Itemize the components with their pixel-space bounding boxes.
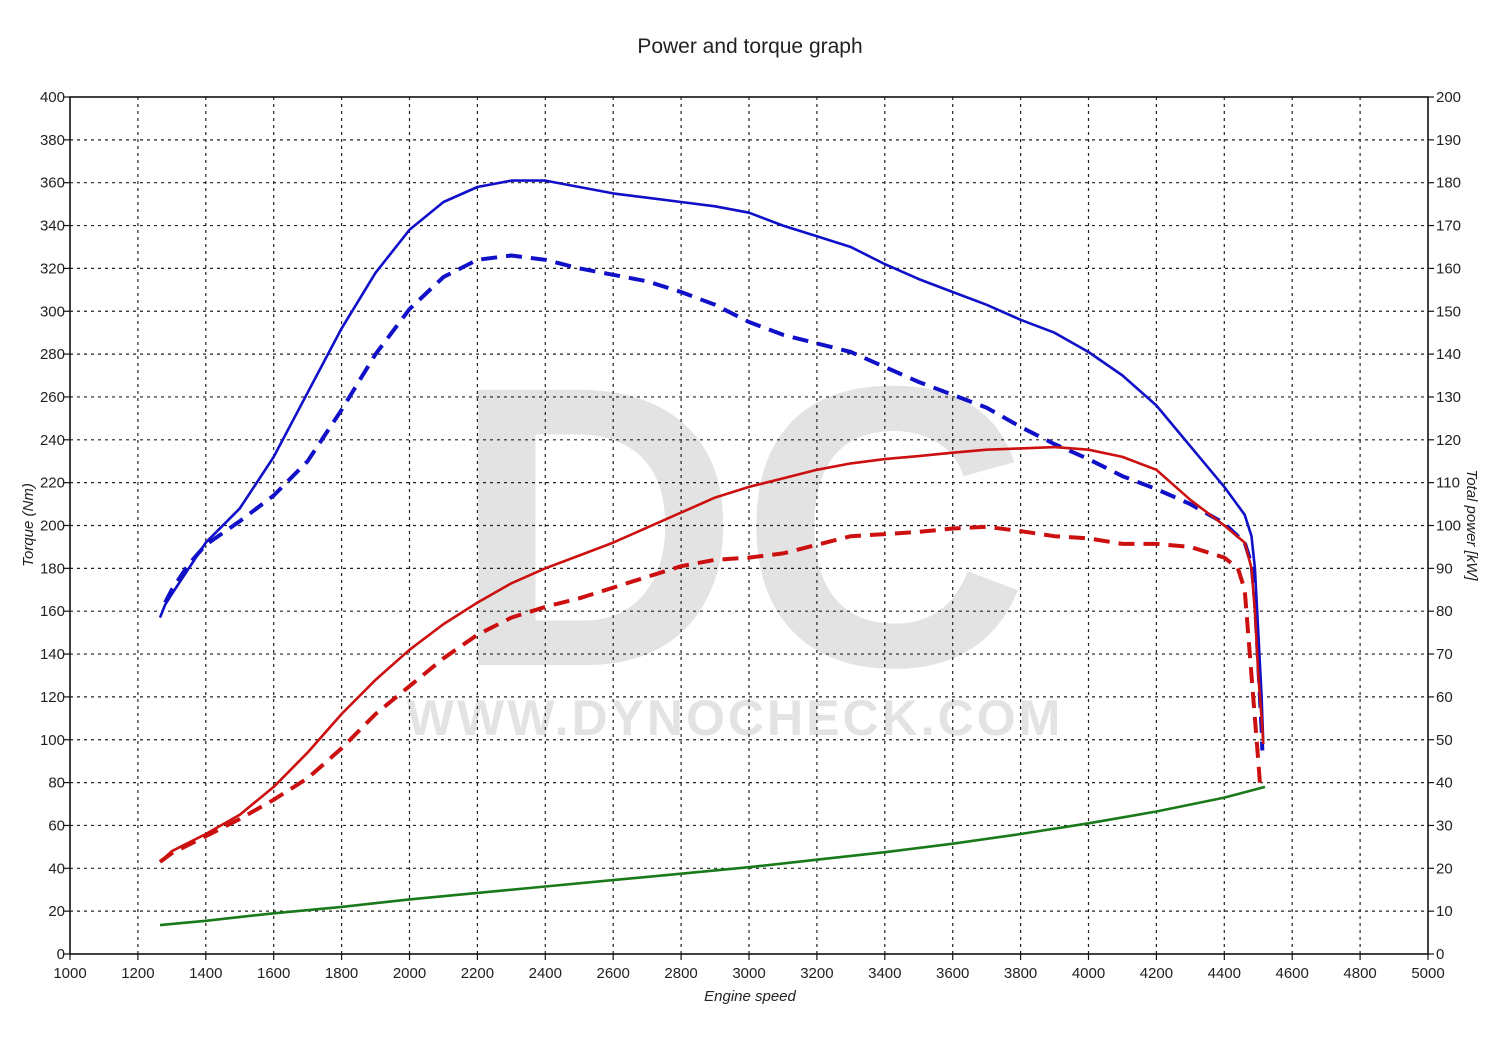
watermark-url: WWW.DYNOCHECK.COM bbox=[407, 690, 1064, 746]
x-tick-label: 5000 bbox=[1411, 965, 1444, 982]
y-left-tick-label: 180 bbox=[40, 560, 65, 577]
tick-labels: 1000 1200 1400 1600 1800 2000 2200 2400 2600 2800… bbox=[40, 89, 1461, 982]
x-tick-label: 2600 bbox=[597, 965, 630, 982]
reference-curve bbox=[159, 785, 1266, 927]
y-right-tick-label: 0 bbox=[1436, 946, 1444, 963]
y-right-tick-label: 200 bbox=[1436, 89, 1461, 106]
x-tick-label: 3400 bbox=[868, 965, 901, 982]
y-left-tick-label: 20 bbox=[48, 903, 65, 920]
y-right-tick-label: 180 bbox=[1436, 175, 1461, 192]
y-right-tick-label: 10 bbox=[1436, 903, 1453, 920]
y-left-tick-label: 400 bbox=[40, 89, 65, 106]
y-right-tick-label: 70 bbox=[1436, 646, 1453, 663]
torque-curve-tuned bbox=[158, 179, 1265, 745]
y-right-tick-label: 170 bbox=[1436, 218, 1461, 235]
y-right-tick-label: 120 bbox=[1436, 432, 1461, 449]
x-tick-label: 4200 bbox=[1140, 965, 1173, 982]
y-right-tick-label: 190 bbox=[1436, 132, 1461, 149]
y-left-tick-label: 160 bbox=[40, 603, 65, 620]
grid bbox=[70, 97, 1428, 954]
x-tick-label: 2400 bbox=[529, 965, 562, 982]
y-left-tick-label: 380 bbox=[40, 132, 65, 149]
y-right-tick-label: 140 bbox=[1436, 346, 1461, 363]
y-right-tick-label: 50 bbox=[1436, 732, 1453, 749]
y-left-tick-label: 280 bbox=[40, 346, 65, 363]
series-layer bbox=[158, 179, 1266, 927]
chart-title: Power and torque graph bbox=[637, 35, 862, 58]
y-left-tick-label: 320 bbox=[40, 260, 65, 277]
y-left-tick-label: 40 bbox=[48, 860, 65, 877]
y-right-tick-label: 80 bbox=[1436, 603, 1453, 620]
y-left-tick-label: 300 bbox=[40, 303, 65, 320]
y-right-tick-label: 40 bbox=[1436, 775, 1453, 792]
y-axis-right-title: Total power [kW] bbox=[1463, 469, 1480, 581]
x-tick-label: 3200 bbox=[800, 965, 833, 982]
y-right-tick-label: 130 bbox=[1436, 389, 1461, 406]
y-axis-left-title: Torque (Nm) bbox=[20, 483, 37, 567]
x-tick-label: 1800 bbox=[325, 965, 358, 982]
y-right-tick-label: 20 bbox=[1436, 860, 1453, 877]
x-tick-label: 2800 bbox=[664, 965, 697, 982]
x-tick-label: 1600 bbox=[257, 965, 290, 982]
x-tick-label: 4400 bbox=[1208, 965, 1241, 982]
x-tick-label: 1000 bbox=[53, 965, 86, 982]
y-right-tick-label: 90 bbox=[1436, 560, 1453, 577]
x-tick-label: 4600 bbox=[1276, 965, 1309, 982]
y-right-tick-label: 60 bbox=[1436, 689, 1453, 706]
y-left-tick-label: 60 bbox=[48, 817, 65, 834]
x-tick-label: 3600 bbox=[936, 965, 969, 982]
power-curve-stock bbox=[158, 524, 1262, 864]
y-right-tick-label: 150 bbox=[1436, 303, 1461, 320]
x-tick-label: 3800 bbox=[1004, 965, 1037, 982]
x-tick-label: 1200 bbox=[121, 965, 154, 982]
y-left-tick-label: 120 bbox=[40, 689, 65, 706]
y-left-tick-label: 80 bbox=[48, 775, 65, 792]
y-left-tick-label: 220 bbox=[40, 475, 65, 492]
power-curve-tuned bbox=[159, 445, 1265, 863]
y-right-tick-label: 30 bbox=[1436, 817, 1453, 834]
x-tick-label: 1400 bbox=[189, 965, 222, 982]
y-left-tick-label: 100 bbox=[40, 732, 65, 749]
y-left-tick-label: 360 bbox=[40, 175, 65, 192]
y-left-tick-label: 200 bbox=[40, 518, 65, 535]
y-left-tick-label: 0 bbox=[57, 946, 65, 963]
x-axis-title: Engine speed bbox=[704, 988, 796, 1005]
y-left-tick-label: 140 bbox=[40, 646, 65, 663]
x-tick-label: 2200 bbox=[461, 965, 494, 982]
y-right-tick-label: 110 bbox=[1436, 475, 1460, 492]
x-tick-label: 2000 bbox=[393, 965, 426, 982]
y-left-tick-label: 340 bbox=[40, 218, 65, 235]
x-tick-label: 3000 bbox=[732, 965, 765, 982]
watermark-logo: DC bbox=[451, 303, 1029, 750]
y-right-tick-label: 160 bbox=[1436, 260, 1461, 277]
y-left-tick-label: 240 bbox=[40, 432, 65, 449]
y-right-tick-label: 100 bbox=[1436, 518, 1461, 535]
x-tick-label: 4800 bbox=[1343, 965, 1376, 982]
y-left-tick-label: 260 bbox=[40, 389, 65, 406]
x-tick-label: 4000 bbox=[1072, 965, 1105, 982]
